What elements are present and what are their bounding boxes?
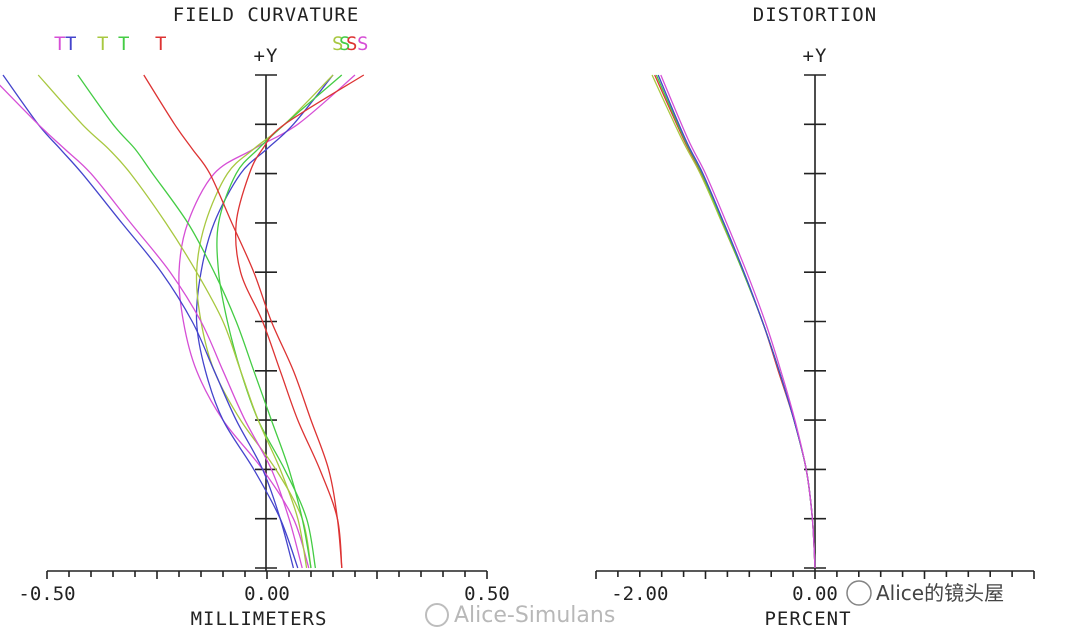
legend-entry: S xyxy=(339,33,350,55)
watermark-right: Alice的镜头屋 xyxy=(846,580,1004,606)
series-line-4 xyxy=(234,74,365,569)
x-tick-label: 0.50 xyxy=(464,583,510,605)
distortion-x-label: PERCENT xyxy=(764,608,851,630)
series-line-9 xyxy=(143,74,343,569)
distortion-y-label: +Y xyxy=(803,45,828,67)
x-tick-label: 0.00 xyxy=(244,583,290,605)
series-line-2 xyxy=(195,74,334,569)
distortion-axes xyxy=(595,74,1035,579)
watermark-left: Alice-Simulans xyxy=(425,603,615,628)
series-line-5 xyxy=(2,74,295,569)
field-curvature-x-label: MILLIMETERS xyxy=(191,608,328,630)
series-line-3 xyxy=(216,74,343,569)
x-tick-label: -0.50 xyxy=(18,583,75,605)
legend-entry: T xyxy=(155,33,166,55)
legend-entry: S xyxy=(357,33,368,55)
series-line-0 xyxy=(654,74,816,569)
legend-entry: T xyxy=(65,33,76,55)
x-tick-label: 0.00 xyxy=(792,583,838,605)
series-line-7 xyxy=(37,74,308,569)
series-line-1 xyxy=(651,74,816,569)
legend-entry: T xyxy=(97,33,108,55)
x-tick-label: -2.00 xyxy=(611,583,668,605)
legend-entry: S xyxy=(346,33,357,55)
field-curvature-tick-labels: -0.50 0.00 0.50 xyxy=(18,583,509,605)
distortion-tick-labels: -2.00 0.00 xyxy=(611,583,838,605)
distortion-panel: DISTORTION +Y PERCENT -2.00 0.00 xyxy=(595,4,1035,630)
field-curvature-legend: T T T T T SSS S xyxy=(54,33,368,55)
field-curvature-axes xyxy=(46,74,488,579)
series-line-4 xyxy=(660,74,816,569)
weibo-icon xyxy=(425,603,449,627)
field-curvature-y-label: +Y xyxy=(254,45,279,67)
series-line-3 xyxy=(657,74,816,569)
wechat-icon xyxy=(846,580,872,606)
legend-entry: T xyxy=(118,33,129,55)
field-curvature-curves xyxy=(0,74,365,569)
distortion-title: DISTORTION xyxy=(753,4,877,26)
legend-entry: S xyxy=(332,33,343,55)
watermark-left-text: Alice-Simulans xyxy=(454,603,615,628)
distortion-curves xyxy=(651,74,816,569)
watermark-right-text: Alice的镜头屋 xyxy=(876,581,1004,605)
series-line-6 xyxy=(0,84,303,569)
series-line-8 xyxy=(77,74,312,569)
field-curvature-title: FIELD CURVATURE xyxy=(173,4,360,26)
field-curvature-panel: FIELD CURVATURE +Y MILLIMETERS T T T T T SSS S… xyxy=(0,4,510,630)
series-line-2 xyxy=(655,74,816,569)
legend-entry: T xyxy=(54,33,65,55)
